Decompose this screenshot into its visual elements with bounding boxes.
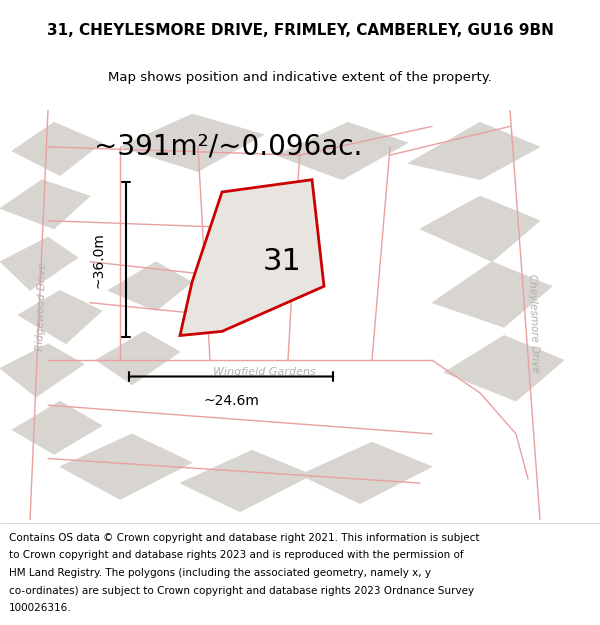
- Text: 31: 31: [263, 248, 301, 276]
- Polygon shape: [0, 344, 84, 397]
- Text: ~24.6m: ~24.6m: [203, 394, 259, 408]
- Text: Contains OS data © Crown copyright and database right 2021. This information is : Contains OS data © Crown copyright and d…: [9, 532, 479, 542]
- Text: Map shows position and indicative extent of the property.: Map shows position and indicative extent…: [108, 71, 492, 84]
- Polygon shape: [120, 114, 264, 171]
- Polygon shape: [96, 331, 180, 385]
- Polygon shape: [444, 336, 564, 401]
- Text: to Crown copyright and database rights 2023 and is reproduced with the permissio: to Crown copyright and database rights 2…: [9, 550, 464, 560]
- Polygon shape: [0, 237, 78, 291]
- Text: Ridgewood Drive: Ridgewood Drive: [35, 262, 49, 351]
- Text: Cheylesmore Drive: Cheylesmore Drive: [527, 274, 541, 373]
- Text: 31, CHEYLESMORE DRIVE, FRIMLEY, CAMBERLEY, GU16 9BN: 31, CHEYLESMORE DRIVE, FRIMLEY, CAMBERLE…: [47, 23, 553, 38]
- Text: ~391m²/~0.096ac.: ~391m²/~0.096ac.: [94, 133, 362, 161]
- Polygon shape: [276, 122, 408, 180]
- Polygon shape: [432, 262, 552, 328]
- Polygon shape: [12, 401, 102, 454]
- Text: 100026316.: 100026316.: [9, 603, 71, 613]
- Polygon shape: [18, 291, 102, 344]
- Polygon shape: [180, 450, 312, 512]
- Polygon shape: [420, 196, 540, 262]
- Text: co-ordinates) are subject to Crown copyright and database rights 2023 Ordnance S: co-ordinates) are subject to Crown copyr…: [9, 586, 474, 596]
- Polygon shape: [180, 180, 324, 336]
- Polygon shape: [60, 434, 192, 499]
- Polygon shape: [108, 262, 192, 311]
- Polygon shape: [300, 442, 432, 504]
- Polygon shape: [0, 180, 90, 229]
- Text: HM Land Registry. The polygons (including the associated geometry, namely x, y: HM Land Registry. The polygons (includin…: [9, 568, 431, 578]
- Text: ~36.0m: ~36.0m: [92, 232, 106, 288]
- Text: Wingfield Gardens: Wingfield Gardens: [212, 368, 316, 378]
- Polygon shape: [408, 122, 540, 180]
- Polygon shape: [12, 122, 102, 176]
